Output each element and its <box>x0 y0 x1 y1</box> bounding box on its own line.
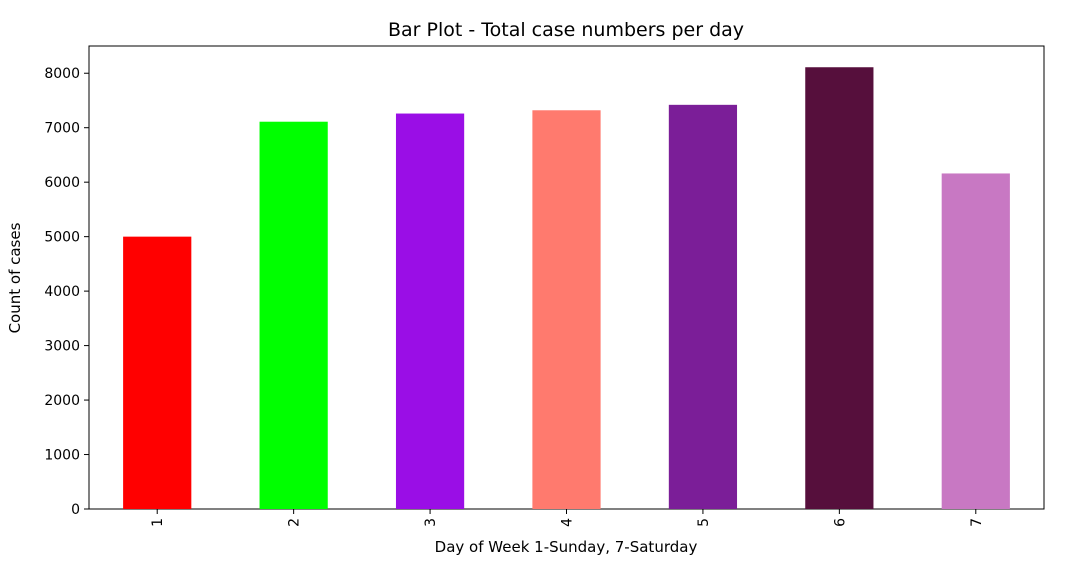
y-tick-label: 1000 <box>44 448 80 464</box>
x-axis-label: Day of Week 1-Sunday, 7-Saturday <box>435 538 698 556</box>
bar-day-3 <box>395 113 465 510</box>
y-tick-label: 4000 <box>44 284 80 300</box>
y-axis: 0 1000 2000 3000 4000 5000 6000 7000 8000 <box>44 66 89 518</box>
y-tick-label: 0 <box>71 502 80 518</box>
bar-day-2 <box>259 121 328 510</box>
x-tick-label: 1 <box>150 518 166 527</box>
y-tick-label: 7000 <box>44 121 80 137</box>
y-tick-label: 6000 <box>44 175 80 191</box>
bar-day-4 <box>532 110 601 509</box>
x-axis: 1 2 3 4 5 6 7 <box>150 509 985 527</box>
y-tick-label: 8000 <box>44 66 80 82</box>
x-tick-label: 7 <box>969 518 985 527</box>
x-tick-label: 4 <box>560 518 576 527</box>
x-tick-label: 2 <box>287 518 303 527</box>
y-tick-label: 3000 <box>44 339 80 355</box>
x-tick-label: 5 <box>696 518 712 527</box>
bars-group <box>123 67 1010 510</box>
chart-title: Bar Plot - Total case numbers per day <box>388 19 744 41</box>
y-tick-label: 2000 <box>44 393 80 409</box>
y-axis-label: Count of cases <box>6 222 24 333</box>
bar-day-6 <box>805 67 874 509</box>
bar-day-5 <box>668 104 738 509</box>
y-tick-label: 5000 <box>44 230 80 246</box>
bar-day-7 <box>941 173 1010 509</box>
x-tick-label: 6 <box>832 518 848 527</box>
bar-day-1 <box>123 236 192 509</box>
x-tick-label: 3 <box>423 518 439 527</box>
